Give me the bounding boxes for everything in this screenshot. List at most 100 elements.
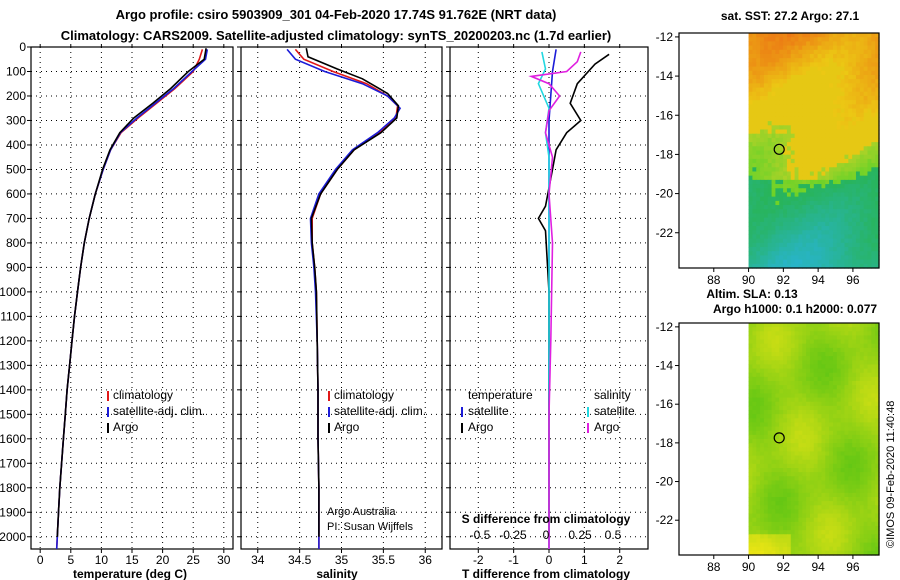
map-cell	[817, 53, 823, 59]
map-cell	[832, 550, 838, 556]
map-cell	[840, 87, 846, 93]
map-cell	[836, 538, 842, 544]
map-cell	[821, 439, 826, 444]
map-cell	[806, 104, 811, 110]
map-cell	[829, 509, 834, 515]
map-cell	[806, 41, 811, 47]
map-cell	[863, 234, 869, 240]
map-cell	[836, 439, 842, 444]
map-cell	[848, 381, 853, 386]
map-cell	[813, 83, 819, 89]
map-cell	[771, 347, 777, 353]
map-cell	[783, 49, 788, 55]
map-cell	[840, 205, 846, 210]
map-cell	[748, 70, 754, 76]
map-cell	[825, 542, 830, 548]
map-cell	[748, 146, 754, 152]
map-cell	[783, 226, 788, 231]
map-cell	[825, 37, 830, 42]
map-cell	[859, 259, 865, 265]
map-cell	[756, 422, 761, 428]
map-cell	[779, 434, 784, 440]
map-cell	[855, 196, 861, 202]
map-cell	[852, 488, 857, 494]
map-cell	[855, 447, 861, 453]
map-cell	[859, 480, 865, 486]
map-cell	[852, 343, 857, 349]
map-cell	[771, 492, 777, 498]
map-cell	[806, 488, 811, 494]
map-cell	[844, 335, 849, 341]
map-cell	[806, 430, 811, 436]
map-cell	[852, 434, 857, 440]
map-cell	[829, 443, 834, 448]
map-cell	[786, 501, 792, 506]
map-cell	[859, 37, 865, 42]
map-cell	[790, 488, 796, 494]
map-cell	[798, 121, 803, 126]
map-cell	[794, 41, 800, 47]
map-cell	[844, 517, 849, 523]
map-cell	[790, 372, 796, 378]
map-cell	[836, 476, 842, 482]
map-cell	[825, 468, 830, 473]
map-cell	[867, 521, 872, 527]
map-cell	[786, 230, 792, 236]
map-cell	[767, 410, 773, 415]
legend-label-s-satellite: satellite	[594, 404, 635, 418]
map-cell	[840, 179, 846, 185]
map-cell	[806, 517, 811, 523]
map-cell	[802, 497, 807, 502]
map-cell	[836, 385, 842, 390]
map-cell	[763, 95, 769, 101]
map-cell	[779, 476, 784, 482]
map-cell	[844, 255, 849, 261]
map-cell	[832, 171, 838, 177]
map-cell	[832, 263, 838, 269]
map-cell	[836, 339, 842, 345]
map-cell	[817, 154, 823, 160]
map-cell	[786, 472, 792, 477]
map-cell	[767, 526, 773, 531]
salinity-panel: 34 34.5 35 35.5 36climatologysatellite-adj. …	[237, 44, 443, 567]
map-cell	[752, 129, 757, 135]
map-cell	[790, 154, 796, 160]
map-cell	[756, 112, 761, 118]
map-cell	[844, 546, 849, 552]
map-cell	[840, 360, 846, 366]
map-cell	[790, 530, 796, 535]
map-cell	[848, 501, 853, 506]
map-cell	[867, 472, 872, 477]
map-cell	[813, 230, 819, 236]
map-cell	[756, 509, 761, 515]
map-cell	[798, 331, 803, 337]
map-cell	[809, 455, 815, 461]
map-cell	[798, 426, 803, 432]
map-cell	[875, 263, 880, 269]
map-cell	[836, 175, 842, 181]
map-cell	[875, 49, 880, 55]
map-cell	[813, 108, 819, 114]
map-cell	[752, 242, 757, 248]
map-cell	[836, 526, 842, 531]
map-cell	[779, 33, 784, 38]
map-cell	[825, 492, 830, 498]
map-cell	[786, 368, 792, 374]
map-cell	[775, 381, 780, 386]
map-cell	[763, 343, 769, 349]
map-cell	[836, 521, 842, 527]
map-cell	[825, 480, 830, 486]
map-cell	[786, 167, 792, 173]
map-cell	[817, 501, 823, 506]
map-cell	[786, 247, 792, 252]
map-cell	[813, 339, 819, 345]
map-cell	[783, 426, 788, 432]
map-cell	[829, 368, 834, 374]
map-cell	[813, 422, 819, 428]
map-cell	[771, 463, 777, 469]
map-cell	[783, 472, 788, 477]
map-cell	[806, 426, 811, 432]
map-cell	[786, 405, 792, 411]
map-cell	[771, 447, 777, 453]
